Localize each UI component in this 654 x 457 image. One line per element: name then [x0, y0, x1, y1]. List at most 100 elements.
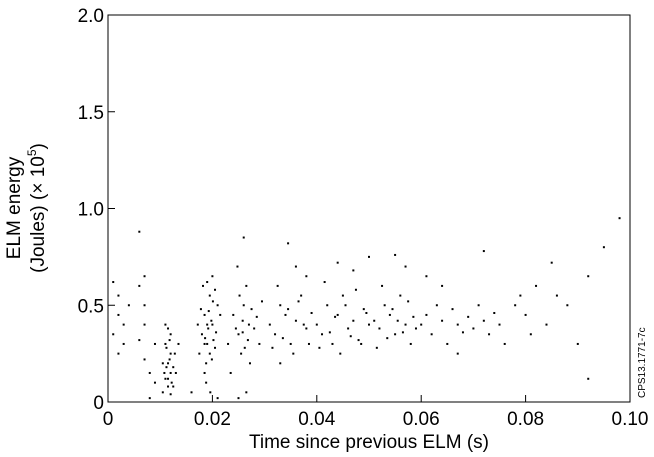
figure-code-tag: CPS13.1771-7c	[637, 327, 648, 398]
data-point	[279, 362, 282, 365]
data-point	[161, 391, 164, 394]
data-point	[336, 261, 339, 264]
data-point	[381, 284, 384, 287]
data-point	[165, 366, 168, 369]
data-point	[467, 315, 470, 318]
data-point	[172, 385, 175, 388]
data-point	[143, 323, 146, 326]
data-point	[493, 311, 496, 314]
data-point	[245, 284, 248, 287]
data-point	[248, 362, 251, 365]
data-point	[409, 342, 412, 345]
y-tick-label: 1.0	[78, 200, 104, 221]
data-point	[399, 294, 402, 297]
data-point	[321, 333, 324, 336]
data-point	[430, 333, 433, 336]
data-point	[519, 294, 522, 297]
y-axis-title-exponent: 5	[25, 149, 39, 156]
data-point	[117, 313, 120, 316]
data-point	[138, 284, 141, 287]
data-point	[396, 319, 399, 322]
x-axis-title: Time since previous ELM (s)	[249, 432, 489, 453]
data-point	[391, 308, 394, 311]
data-point	[344, 304, 347, 307]
data-point	[362, 308, 365, 311]
data-point	[245, 391, 248, 394]
data-point	[373, 319, 376, 322]
data-point	[407, 300, 410, 303]
data-point	[112, 333, 115, 336]
data-point	[117, 294, 120, 297]
data-point	[401, 331, 404, 334]
data-point	[236, 265, 239, 268]
data-point	[202, 284, 205, 287]
data-point	[210, 319, 213, 322]
data-point	[241, 319, 244, 322]
data-point	[216, 304, 219, 307]
data-point	[587, 377, 590, 380]
data-point	[602, 246, 605, 249]
data-point	[294, 319, 297, 322]
data-point	[216, 397, 219, 400]
data-point	[205, 362, 208, 365]
data-point	[331, 342, 334, 345]
data-point	[307, 342, 310, 345]
y-axis: 0 0.5 1.0 1.5 2.0	[78, 6, 115, 414]
data-point	[412, 315, 415, 318]
data-point	[529, 333, 532, 336]
data-point	[206, 281, 209, 284]
data-point	[214, 288, 217, 291]
data-point	[461, 331, 464, 334]
data-point	[148, 397, 151, 400]
data-point	[446, 342, 449, 345]
data-point	[550, 261, 553, 264]
data-point	[514, 304, 517, 307]
data-point	[404, 265, 407, 268]
scatter-points	[112, 217, 621, 400]
data-point	[258, 342, 261, 345]
data-point	[237, 333, 240, 336]
data-point	[232, 313, 235, 316]
data-point	[352, 319, 355, 322]
data-point	[215, 331, 218, 334]
data-point	[203, 371, 206, 374]
data-point	[167, 362, 170, 365]
data-point	[174, 371, 177, 374]
data-point	[169, 352, 172, 355]
x-tick-label: 0.04	[298, 409, 335, 430]
data-point	[206, 323, 209, 326]
x-tick-label: 0.06	[403, 409, 440, 430]
data-point	[368, 255, 370, 258]
data-point	[250, 308, 253, 311]
data-point	[404, 323, 407, 326]
data-point	[435, 304, 438, 307]
data-point	[143, 304, 146, 307]
data-point	[576, 342, 579, 345]
data-point	[360, 342, 363, 345]
data-point	[167, 327, 170, 330]
data-point	[555, 294, 558, 297]
data-point	[388, 313, 391, 316]
data-point	[323, 281, 326, 284]
y-tick-label: 0	[93, 393, 104, 414]
data-point	[210, 358, 213, 361]
data-point	[386, 337, 389, 340]
data-point	[199, 308, 202, 311]
data-point	[219, 313, 222, 316]
data-point	[425, 313, 428, 316]
data-point	[300, 294, 303, 297]
data-point	[310, 311, 313, 314]
data-point	[347, 327, 350, 330]
data-point	[196, 323, 199, 326]
data-point	[203, 342, 206, 345]
data-point	[173, 352, 176, 355]
data-point	[271, 346, 274, 349]
data-point	[247, 323, 250, 326]
data-point	[206, 342, 209, 345]
data-point	[456, 323, 459, 326]
data-point	[318, 346, 321, 349]
data-point	[204, 337, 207, 340]
data-point	[242, 304, 245, 307]
data-point	[274, 333, 277, 336]
data-point	[279, 304, 282, 307]
